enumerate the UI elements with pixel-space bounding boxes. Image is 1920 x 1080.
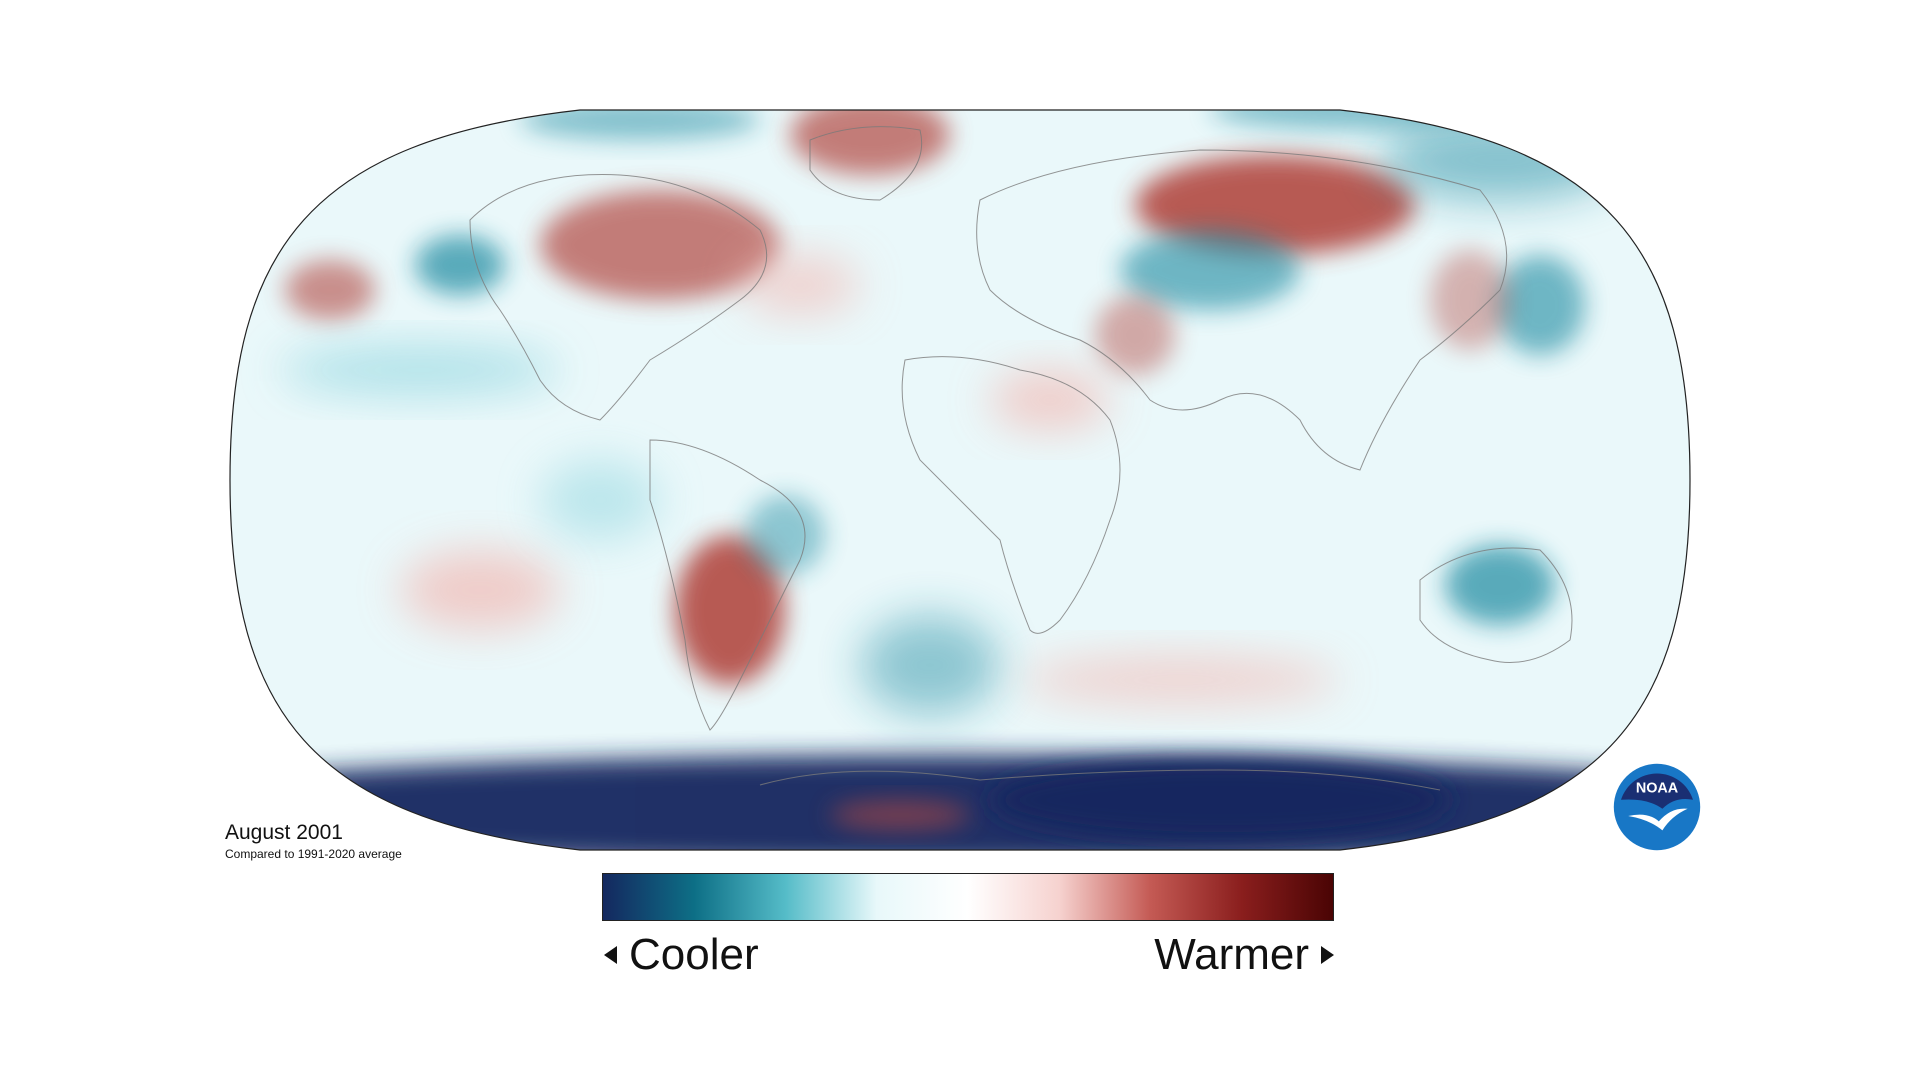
anomaly-blob [790, 110, 950, 175]
anomaly-blob [400, 550, 560, 630]
anomaly-blob [1445, 545, 1555, 625]
continent-outline [1419, 547, 1573, 663]
legend-cooler-label: Cooler [629, 930, 759, 979]
continent-outline [901, 356, 1121, 634]
anomaly-blob [520, 110, 760, 140]
continent-outline [469, 174, 768, 421]
anomaly-blob [415, 235, 505, 295]
anomaly-blob [1095, 295, 1175, 375]
anomaly-blob [540, 190, 780, 300]
anomaly-blob [1495, 255, 1585, 355]
legend-color-bar [602, 873, 1334, 921]
map-title: August 2001 [225, 821, 343, 844]
anomaly-blob [990, 760, 1450, 840]
anomaly-blob [1430, 250, 1510, 350]
anomaly-blob [1380, 120, 1620, 200]
anomaly-blob [990, 370, 1110, 430]
legend-cooler: Cooler [604, 927, 759, 983]
noaa-logo-icon: NOAA [1613, 763, 1701, 851]
anomaly-blob [745, 495, 825, 575]
continent-outline [809, 126, 923, 201]
continent-outline [649, 439, 806, 731]
continent-outline [759, 769, 1441, 791]
svg-text:NOAA: NOAA [1636, 781, 1679, 797]
anomaly-blob [1120, 230, 1300, 310]
anomaly-blob [740, 255, 860, 315]
left-arrow-icon [604, 946, 617, 964]
continent-outline [976, 149, 1508, 471]
anomaly-blob [280, 345, 560, 395]
anomaly-blob [285, 260, 375, 320]
anomaly-blob [1020, 655, 1340, 705]
anomaly-blob [860, 615, 1000, 715]
globe-outline [229, 109, 1691, 851]
map-subtitle: Compared to 1991-2020 average [225, 847, 402, 861]
right-arrow-icon [1321, 946, 1334, 964]
legend-warmer-label: Warmer [1154, 930, 1309, 979]
map-caption: August 2001 Compared to 1991-2020 averag… [225, 820, 402, 862]
anomaly-blob [1135, 155, 1415, 255]
anomaly-blob [540, 460, 660, 540]
anomaly-blob [830, 800, 970, 830]
legend-warmer: Warmer [1154, 927, 1334, 983]
anomaly-blob [675, 535, 785, 685]
